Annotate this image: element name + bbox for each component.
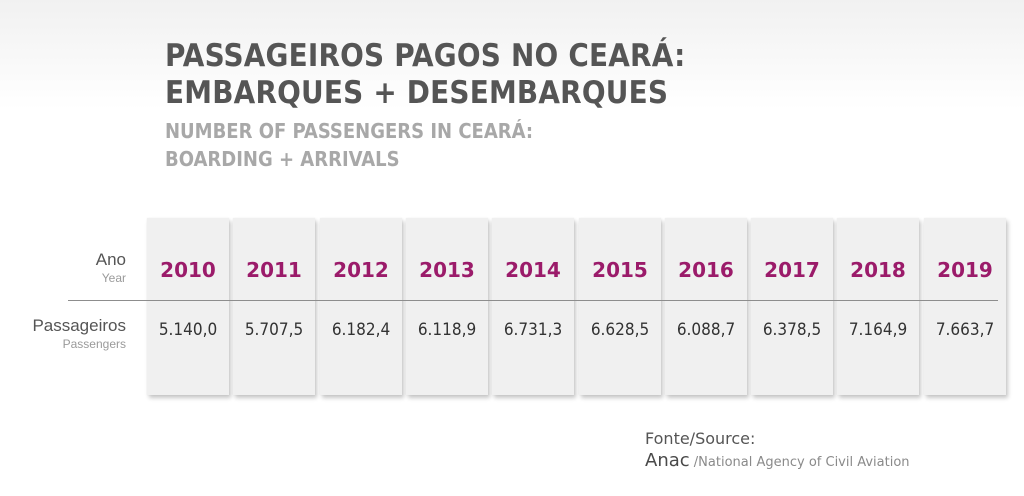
passenger-value: 6.182,4 — [331, 320, 391, 340]
year-label: 2014 — [505, 258, 561, 282]
year-column — [147, 218, 229, 395]
source-heading: Fonte/Source: — [645, 429, 756, 448]
passenger-value: 6.118,9 — [417, 320, 477, 340]
year-label: 2019 — [937, 258, 993, 282]
year-label: 2015 — [592, 258, 648, 282]
year-column — [233, 218, 315, 395]
passengers-label-sub: Passengers — [62, 337, 126, 351]
year-column — [837, 218, 919, 395]
year-label: 2017 — [764, 258, 820, 282]
header-divider — [68, 300, 998, 301]
passenger-value: 7.663,7 — [935, 320, 995, 340]
title-en: NUMBER OF PASSENGERS IN CEARÁ: BOARDING … — [165, 117, 685, 173]
passengers-label-main: Passageiros — [32, 316, 126, 335]
year-label: 2010 — [160, 258, 216, 282]
year-column — [751, 218, 833, 395]
year-label: 2016 — [678, 258, 734, 282]
year-column — [492, 218, 574, 395]
passenger-value: 7.164,9 — [848, 320, 908, 340]
year-column — [320, 218, 402, 395]
passenger-value: 5.707,5 — [244, 320, 304, 340]
year-column — [665, 218, 747, 395]
passenger-value: 6.731,3 — [503, 320, 563, 340]
title-pt-line1: PASSAGEIROS PAGOS NO CEARÁ: — [165, 38, 686, 74]
passenger-value: 5.140,0 — [158, 320, 218, 340]
passenger-value: 6.088,7 — [676, 320, 736, 340]
year-label: 2018 — [850, 258, 906, 282]
source-line: Anac /National Agency of Civil Aviation — [645, 450, 910, 474]
source-note: Fonte/Source: Anac /National Agency of C… — [645, 428, 910, 474]
source-name: Anac — [645, 450, 690, 471]
year-label-main: Ano — [95, 250, 126, 269]
title-en-line2: BOARDING + ARRIVALS — [165, 147, 400, 171]
year-label: 2013 — [419, 258, 475, 282]
year-label-sub: Year — [101, 271, 126, 285]
passengers-row-label: Passageiros Passengers — [32, 316, 126, 352]
year-column — [406, 218, 488, 395]
year-row-label: Ano Year — [96, 250, 126, 286]
chart-title: PASSAGEIROS PAGOS NO CEARÁ: EMBARQUES + … — [165, 38, 685, 173]
title-pt-line2: EMBARQUES + DESEMBARQUES — [165, 75, 669, 111]
year-column — [924, 218, 1006, 395]
year-column — [579, 218, 661, 395]
year-label: 2012 — [333, 258, 389, 282]
passenger-value: 6.628,5 — [590, 320, 650, 340]
passenger-value: 6.378,5 — [762, 320, 822, 340]
source-description: /National Agency of Civil Aviation — [689, 455, 910, 470]
year-label: 2011 — [246, 258, 302, 282]
title-en-line1: NUMBER OF PASSENGERS IN CEARÁ: — [165, 119, 534, 143]
